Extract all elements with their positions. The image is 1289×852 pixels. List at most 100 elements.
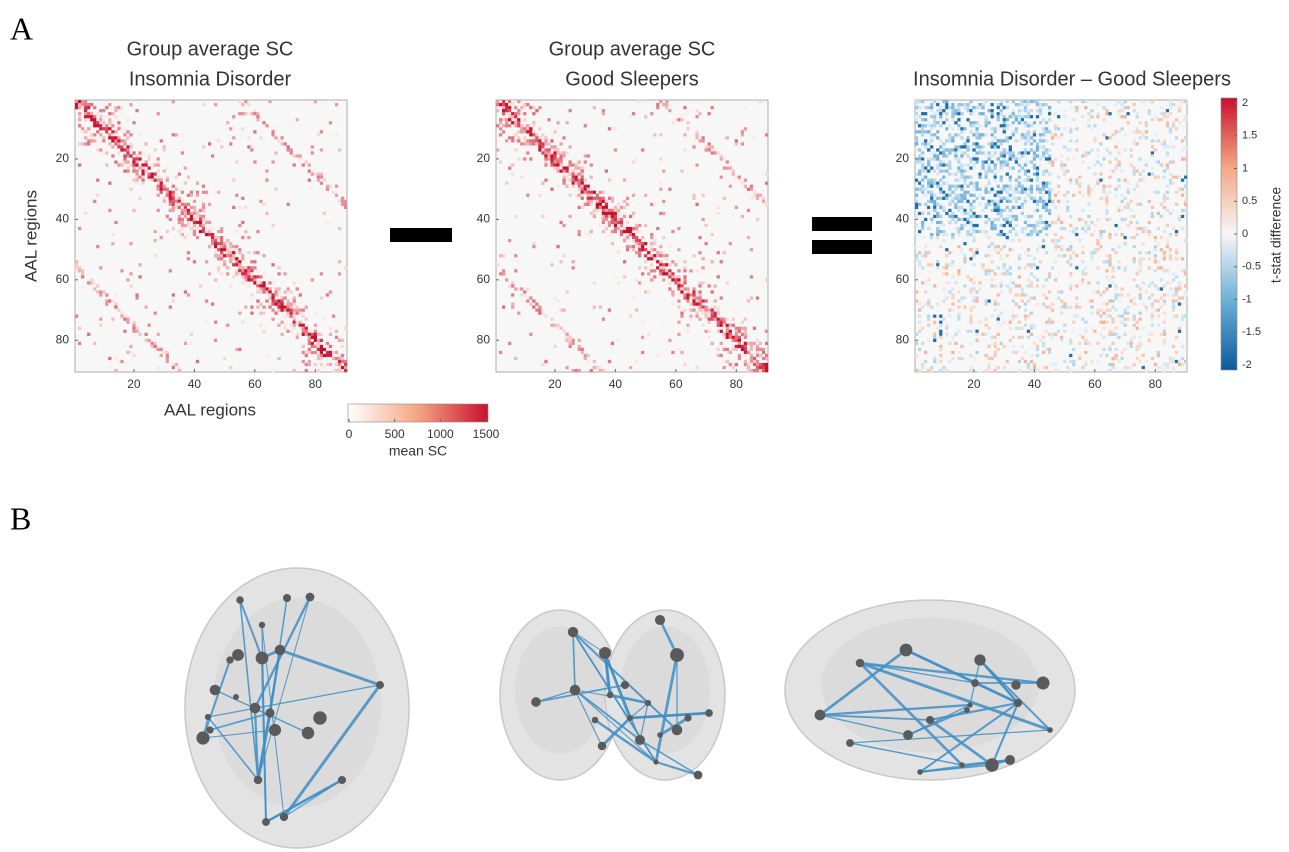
matrix-cell [271,318,274,321]
matrix-cell [683,296,686,299]
matrix-cell [617,209,620,212]
matrix-cell [508,100,511,103]
matrix-cell [1157,160,1160,163]
matrix-cell [1142,354,1145,357]
matrix-cell [1127,182,1130,185]
matrix-cell [1111,248,1114,251]
matrix-cell [1063,306,1066,309]
matrix-cell [927,251,930,254]
matrix-cell [994,203,997,206]
matrix-cell [698,284,701,287]
matrix-cell [915,369,918,372]
matrix-cell [744,330,747,333]
matrix-cell [927,148,930,151]
matrix-cell [1000,124,1003,127]
matrix-cell [994,176,997,179]
matrix-cell [157,160,160,163]
matrix-cell [193,209,196,212]
matrix-cell [163,185,166,188]
matrix-cell [1069,263,1072,266]
matrix-cell [686,324,689,327]
node [1011,680,1020,689]
matrix-cell [1157,191,1160,194]
matrix-cell [933,209,936,212]
matrix-cell [523,142,526,145]
matrix-cell [936,266,939,269]
matrix-cell [988,269,991,272]
matrix-cell [320,333,323,336]
matrix-cell [1139,121,1142,124]
matrix-cell [1000,103,1003,106]
matrix-cell [1151,281,1154,284]
matrix-cell [1105,109,1108,112]
matrix-cell [1036,148,1039,151]
matrix-cell [262,284,265,287]
matrix-cell [181,203,184,206]
matrix-cell [726,327,729,330]
matrix-cell [199,209,202,212]
matrix-cell [78,106,81,109]
matrix-cell [1045,296,1048,299]
matrix-cell [921,179,924,182]
matrix-cell [756,369,759,372]
matrix-cell [988,203,991,206]
matrix-cell [1069,342,1072,345]
matrix-cell [587,203,590,206]
matrix-cell [1066,248,1069,251]
matrix-cell [644,224,647,227]
matrix-cell [1009,157,1012,160]
matrix-background [915,100,1187,372]
matrix-cell [985,121,988,124]
matrix-cell [732,339,735,342]
matrix-cell [1136,115,1139,118]
matrix-cell [972,287,975,290]
matrix-cell [662,212,665,215]
matrix-cell [921,176,924,179]
matrix-cell [1069,272,1072,275]
matrix-cell [668,287,671,290]
matrix-cell [1051,363,1054,366]
matrix-cell [972,330,975,333]
matrix-cell [969,206,972,209]
matrix-cell [988,357,991,360]
matrix-cell [226,254,229,257]
matrix-cell [668,245,671,248]
matrix-cell [1124,179,1127,182]
matrix-cell [502,124,505,127]
matrix-cell [1102,197,1105,200]
matrix-cell [735,345,738,348]
matrix-cell [997,127,1000,130]
matrix-cell [154,239,157,242]
matrix-cell [1042,188,1045,191]
matrix-cell [572,176,575,179]
matrix-cell [1111,275,1114,278]
matrix-cell [656,227,659,230]
matrix-cell [1108,233,1111,236]
matrix-cell [614,218,617,221]
matrix-cell [1163,284,1166,287]
matrix-cell [1130,221,1133,224]
matrix-cell [942,148,945,151]
matrix-cell [1042,200,1045,203]
matrix-cell [626,227,629,230]
matrix-cell [969,354,972,357]
matrix-cell [960,151,963,154]
matrix-cell [1121,321,1124,324]
matrix-cell [1003,160,1006,163]
matrix-cell [1033,148,1036,151]
matrix-cell [559,163,562,166]
matrix-cell [1172,366,1175,369]
matrix-cell [972,306,975,309]
matrix-cell [1114,327,1117,330]
matrix-cell [1054,260,1057,263]
matrix-cell [265,299,268,302]
matrix-cell [656,254,659,257]
matrix-cell [1042,221,1045,224]
matrix-cell [1127,318,1130,321]
matrix-cell [994,179,997,182]
matrix-cell [726,166,729,169]
matrix-cell [123,157,126,160]
matrix-cell [750,275,753,278]
matrix-cell [523,299,526,302]
matrix-cell [241,221,244,224]
